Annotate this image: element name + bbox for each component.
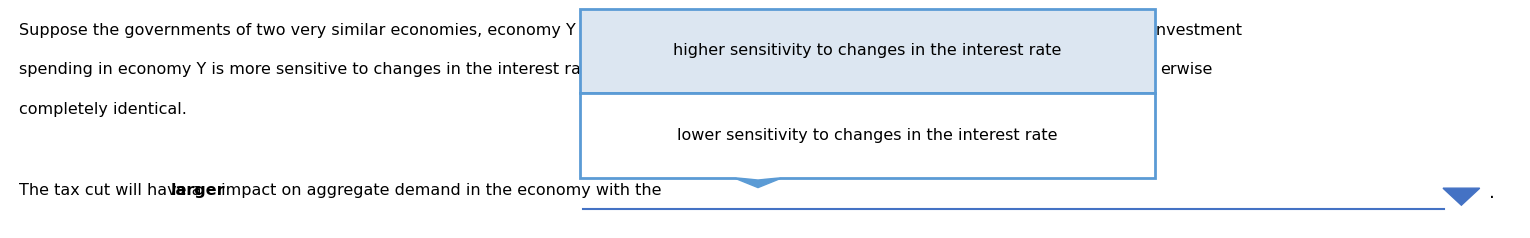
Text: lower sensitivity to changes in the interest rate: lower sensitivity to changes in the inte… [678, 128, 1057, 143]
Text: .: . [1489, 183, 1495, 202]
Text: spending in economy Y is more sensitive to changes in the interest rate than inv: spending in economy Y is more sensitive … [18, 62, 708, 77]
FancyBboxPatch shape [580, 9, 1155, 93]
Polygon shape [1443, 188, 1480, 205]
Text: implement a permanent tax cut of equal size.: implement a permanent tax cut of equal s… [636, 23, 1005, 38]
Text: Suppose the governments of two very similar economies, economy Y and economy Z,: Suppose the governments of two very simi… [18, 23, 716, 38]
FancyBboxPatch shape [580, 93, 1155, 178]
Text: higher sensitivity to changes in the interest rate: higher sensitivity to changes in the int… [673, 43, 1062, 58]
Polygon shape [730, 176, 785, 188]
Text: erwise: erwise [1160, 62, 1212, 77]
Text: larger: larger [170, 183, 225, 198]
Text: Investment: Investment [1146, 23, 1242, 38]
Polygon shape [736, 176, 779, 178]
Text: completely identical.: completely identical. [18, 102, 187, 117]
Text: The tax cut will have a: The tax cut will have a [18, 183, 207, 198]
Text: impact on aggregate demand in the economy with the: impact on aggregate demand in the econom… [217, 183, 662, 198]
